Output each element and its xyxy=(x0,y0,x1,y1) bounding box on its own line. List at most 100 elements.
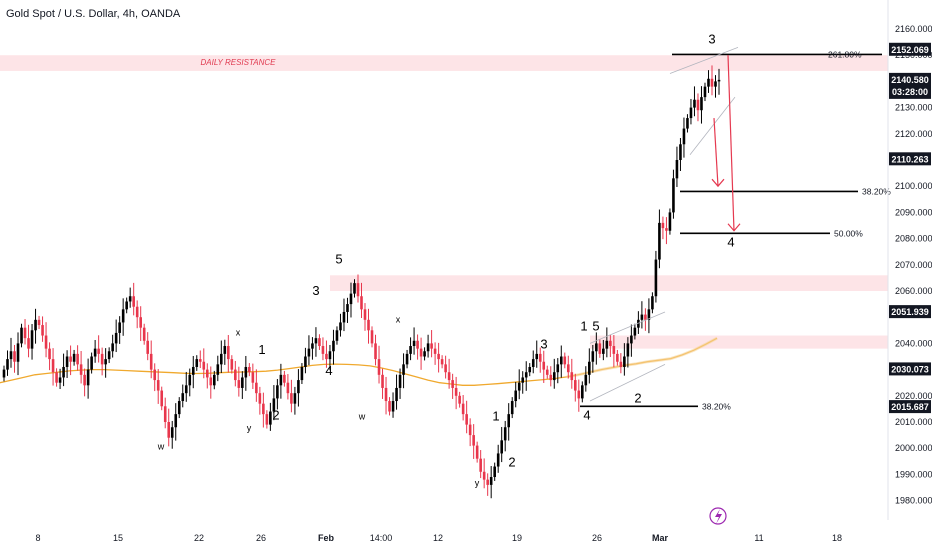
price-tick-label: 2040.000 xyxy=(895,338,932,348)
candle-body xyxy=(493,466,496,478)
candle-body xyxy=(472,435,475,446)
time-tick-label: 8 xyxy=(35,533,40,543)
candle-body xyxy=(293,393,297,404)
candle-body xyxy=(342,311,346,323)
candle-body xyxy=(503,427,507,441)
chart-title: Gold Spot / U.S. Dollar, 4h, OANDA xyxy=(6,8,181,20)
candle-body xyxy=(573,380,577,391)
target-arrow-head xyxy=(711,178,725,188)
candle-body xyxy=(111,343,114,352)
candle-body xyxy=(321,346,325,354)
price-badge-label: 2110.263 xyxy=(891,154,928,164)
candle-body xyxy=(20,327,23,344)
candle-body xyxy=(107,351,111,360)
candle-body xyxy=(220,353,223,365)
candle-body xyxy=(616,353,619,362)
candle-body xyxy=(602,348,605,354)
candle-body xyxy=(62,366,65,378)
candles-layer xyxy=(2,65,721,499)
candle-body xyxy=(521,377,525,383)
candle-body xyxy=(609,340,612,347)
candle-body xyxy=(486,479,489,485)
channel-line xyxy=(589,364,666,402)
candle-body xyxy=(93,348,97,357)
candle-body xyxy=(381,374,384,388)
candle-body xyxy=(181,393,185,402)
candle-body xyxy=(332,340,335,352)
price-tick-label: 2070.000 xyxy=(895,260,932,270)
candle-body xyxy=(30,330,34,349)
candle-body xyxy=(430,343,433,349)
candle-body xyxy=(367,319,370,331)
candle-body xyxy=(349,293,353,305)
candle-body xyxy=(121,309,125,323)
wave-label: 4 xyxy=(583,407,590,422)
candle-body xyxy=(440,359,444,365)
candle-body xyxy=(717,79,721,82)
candle-body xyxy=(377,359,381,375)
candle-body xyxy=(51,359,55,373)
candle-body xyxy=(542,361,546,370)
candle-body xyxy=(79,364,83,375)
candle-body xyxy=(559,356,563,365)
candle-body xyxy=(34,319,37,331)
candle-body xyxy=(297,380,300,394)
time-axis[interactable]: 8 15 22 26 Feb 14:00 12 19 26 Mar 11 18 xyxy=(35,533,842,543)
candle-body xyxy=(135,306,139,318)
candle-body xyxy=(458,395,461,404)
candle-body xyxy=(426,343,430,352)
channel-line xyxy=(589,311,666,344)
price-badge-label: 2140.580 xyxy=(891,75,929,85)
wave-label: 4 xyxy=(325,363,332,378)
candle-body xyxy=(468,424,472,436)
price-badge-label: 2030.073 xyxy=(891,364,929,374)
candle-body xyxy=(212,374,216,386)
candle-body xyxy=(475,445,479,459)
candle-body xyxy=(6,359,9,370)
candle-body xyxy=(234,369,237,381)
candle-body xyxy=(675,160,679,179)
price-tick-label: 1980.000 xyxy=(895,496,932,506)
moving-average-layer xyxy=(0,336,718,386)
candle-body xyxy=(454,387,458,396)
moving-average-glow xyxy=(566,336,718,379)
lightning-icon[interactable] xyxy=(709,507,727,525)
zones-layer: DAILY RESISTANCE xyxy=(0,55,888,349)
candle-body xyxy=(528,366,532,373)
candle-body xyxy=(640,314,644,320)
candle-body xyxy=(279,374,283,386)
fib-level-label: 38.20% xyxy=(862,186,891,196)
candle-body xyxy=(612,346,616,354)
wave-label: 5 xyxy=(335,251,342,266)
time-tick-label: 12 xyxy=(433,533,443,543)
resistance-zone xyxy=(0,55,888,71)
candle-body xyxy=(283,374,286,383)
lightning-icon-glyph xyxy=(715,509,722,524)
candle-body xyxy=(202,361,206,370)
lightning-icon-ring xyxy=(709,507,727,525)
candle-body xyxy=(588,361,591,375)
candle-body xyxy=(216,364,220,375)
fib-level-label: 38.20% xyxy=(702,401,731,411)
time-tick-label: 22 xyxy=(194,533,204,543)
candle-body xyxy=(595,343,598,352)
time-tick-label: 26 xyxy=(256,533,266,543)
candle-body xyxy=(104,359,107,365)
candle-body xyxy=(48,348,51,360)
candle-body xyxy=(13,351,16,362)
candle-body xyxy=(412,340,416,347)
price-tick-label: 2060.000 xyxy=(895,286,932,296)
price-axis[interactable]: 2160.0002150.0002130.0002120.0002100.000… xyxy=(887,0,932,520)
wave-label: 3 xyxy=(540,337,547,352)
candle-body xyxy=(661,222,665,229)
price-tick-label: 2010.000 xyxy=(895,417,932,427)
candle-body xyxy=(248,366,251,373)
price-badge xyxy=(889,400,931,414)
price-badge xyxy=(889,42,931,56)
candle-body xyxy=(647,309,651,320)
candle-body xyxy=(167,422,171,438)
candle-body xyxy=(668,212,672,231)
candle-body xyxy=(644,314,647,320)
candle-body xyxy=(409,346,412,354)
